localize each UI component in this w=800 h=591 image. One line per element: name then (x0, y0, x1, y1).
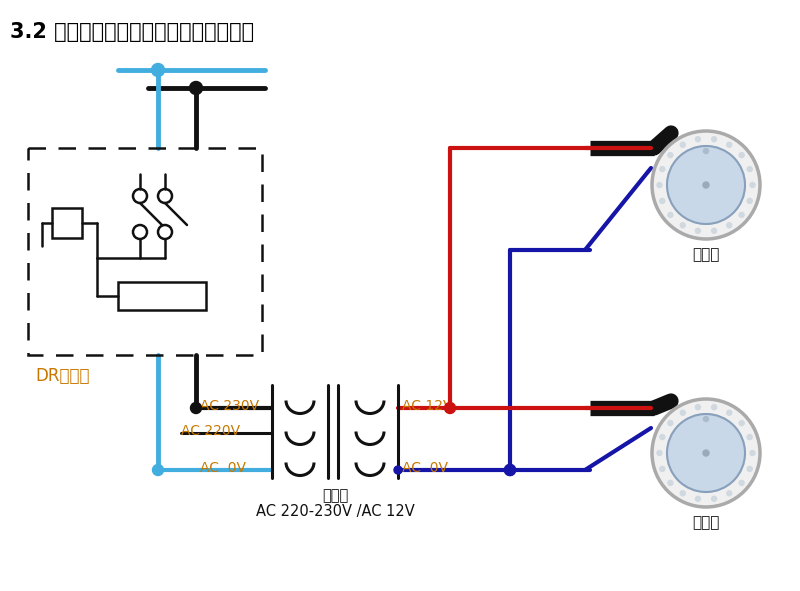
Circle shape (667, 414, 745, 492)
Bar (52, 208, 82, 238)
Circle shape (190, 402, 202, 414)
Circle shape (660, 167, 665, 171)
Text: 水下灯: 水下灯 (692, 247, 720, 262)
Circle shape (747, 167, 752, 171)
Circle shape (726, 223, 732, 228)
Circle shape (668, 421, 673, 426)
Circle shape (660, 466, 665, 472)
Circle shape (660, 434, 665, 440)
Text: AC 220V: AC 220V (181, 424, 240, 438)
Circle shape (703, 182, 709, 188)
Circle shape (657, 450, 662, 456)
Circle shape (505, 465, 515, 476)
Circle shape (680, 142, 686, 147)
Text: 变唸器: 变唸器 (322, 488, 348, 503)
Circle shape (505, 465, 515, 476)
Circle shape (739, 480, 744, 485)
Circle shape (680, 491, 686, 496)
Circle shape (711, 137, 717, 142)
Circle shape (652, 131, 760, 239)
Circle shape (750, 450, 755, 456)
Circle shape (695, 137, 701, 142)
Circle shape (695, 405, 701, 410)
Circle shape (711, 405, 717, 410)
Circle shape (153, 465, 163, 476)
Circle shape (726, 142, 732, 147)
Circle shape (668, 212, 673, 217)
Circle shape (695, 496, 701, 501)
Text: AC 220-230V /AC 12V: AC 220-230V /AC 12V (256, 504, 414, 519)
Circle shape (445, 402, 455, 414)
Circle shape (652, 399, 760, 507)
Circle shape (747, 466, 752, 472)
Circle shape (711, 496, 717, 501)
Bar (118, 282, 206, 310)
Circle shape (668, 480, 673, 485)
Circle shape (703, 450, 709, 456)
Circle shape (190, 82, 202, 95)
Circle shape (667, 146, 745, 224)
Text: 3.2 水下灯在单色模式中的连线应用示例: 3.2 水下灯在单色模式中的连线应用示例 (10, 22, 254, 42)
Circle shape (750, 183, 755, 187)
Text: DR断路器: DR断路器 (35, 367, 90, 385)
Circle shape (660, 199, 665, 203)
Text: AC  0V: AC 0V (200, 461, 246, 475)
Circle shape (394, 466, 402, 474)
Circle shape (703, 417, 709, 421)
Circle shape (739, 212, 744, 217)
Circle shape (711, 228, 717, 233)
Circle shape (726, 410, 732, 415)
Text: AC  0V: AC 0V (402, 461, 448, 475)
Circle shape (739, 152, 744, 158)
Circle shape (657, 183, 662, 187)
Circle shape (726, 491, 732, 496)
Text: AC 12V: AC 12V (402, 399, 453, 413)
Circle shape (747, 199, 752, 203)
Circle shape (695, 228, 701, 233)
Circle shape (703, 148, 709, 154)
Text: 水下灯: 水下灯 (692, 515, 720, 530)
Circle shape (151, 63, 165, 76)
Circle shape (747, 434, 752, 440)
Circle shape (668, 152, 673, 158)
Circle shape (680, 223, 686, 228)
Circle shape (680, 410, 686, 415)
Text: AC 230V: AC 230V (200, 399, 259, 413)
Circle shape (739, 421, 744, 426)
